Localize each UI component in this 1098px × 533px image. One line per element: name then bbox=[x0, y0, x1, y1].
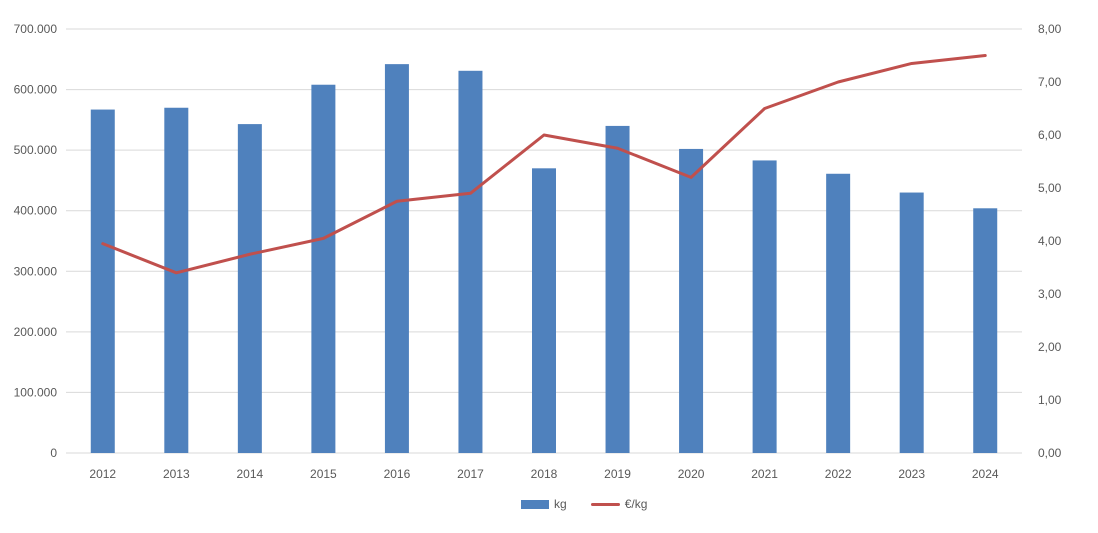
x-axis-tick-label: 2023 bbox=[898, 467, 925, 481]
x-axis-tick-label: 2020 bbox=[678, 467, 705, 481]
x-axis-tick-label: 2013 bbox=[163, 467, 190, 481]
bar-2024 bbox=[973, 208, 998, 453]
bar-2018 bbox=[532, 168, 556, 454]
x-axis-tick-label: 2014 bbox=[236, 467, 263, 481]
right-axis-tick-label: 3,00 bbox=[1038, 287, 1062, 301]
right-axis-tick-label: 8,00 bbox=[1038, 22, 1062, 36]
x-axis-tick-label: 2012 bbox=[89, 467, 116, 481]
bar-2023 bbox=[899, 192, 924, 454]
left-axis-tick-label: 400.000 bbox=[14, 204, 58, 218]
bar-2015 bbox=[311, 84, 336, 454]
bar-2022 bbox=[826, 173, 851, 453]
bar-2016 bbox=[384, 64, 409, 453]
bar-2012 bbox=[90, 109, 115, 453]
bar-2019 bbox=[605, 125, 630, 454]
x-axis-tick-label: 2016 bbox=[384, 467, 411, 481]
right-axis-tick-label: 4,00 bbox=[1038, 234, 1062, 248]
x-axis-tick-label: 2021 bbox=[751, 467, 778, 481]
legend-item-price: €/kg bbox=[590, 497, 648, 511]
right-axis-tick-label: 7,00 bbox=[1038, 75, 1062, 89]
price-line bbox=[101, 54, 987, 275]
bar-2017 bbox=[458, 70, 483, 454]
legend-label-price: €/kg bbox=[624, 497, 648, 511]
legend-label-kg: kg bbox=[554, 497, 567, 511]
right-axis-tick-label: 2,00 bbox=[1038, 340, 1062, 354]
bar-2021 bbox=[752, 160, 777, 453]
x-axis-tick-label: 2024 bbox=[972, 467, 999, 481]
chart-legend: kg €/kg bbox=[521, 498, 647, 510]
right-axis-tick-label: 5,00 bbox=[1038, 181, 1062, 195]
bar-2020 bbox=[679, 148, 704, 453]
left-axis-tick-label: 600.000 bbox=[14, 83, 58, 97]
price-series-swatch bbox=[590, 502, 620, 506]
bar-2013 bbox=[164, 107, 189, 453]
left-axis-tick-label: 500.000 bbox=[14, 143, 58, 157]
left-axis-tick-label: 0 bbox=[50, 446, 57, 460]
x-axis-tick-label: 2018 bbox=[531, 467, 558, 481]
right-axis-tick-label: 1,00 bbox=[1038, 393, 1062, 407]
left-axis-tick-label: 200.000 bbox=[14, 325, 58, 339]
right-axis-tick-label: 0,00 bbox=[1038, 446, 1062, 460]
kg-series-swatch bbox=[521, 499, 549, 509]
bar-2014 bbox=[237, 124, 262, 454]
x-axis-tick-label: 2019 bbox=[604, 467, 631, 481]
x-axis-tick-label: 2015 bbox=[310, 467, 337, 481]
left-axis-tick-label: 700.000 bbox=[14, 22, 58, 36]
left-axis-tick-label: 300.000 bbox=[14, 264, 58, 278]
x-axis-tick-label: 2017 bbox=[457, 467, 484, 481]
right-axis-tick-label: 6,00 bbox=[1038, 128, 1062, 142]
legend-item-kg: kg bbox=[521, 498, 567, 510]
x-axis-tick-label: 2022 bbox=[825, 467, 852, 481]
left-axis-tick-label: 100.000 bbox=[14, 385, 58, 399]
